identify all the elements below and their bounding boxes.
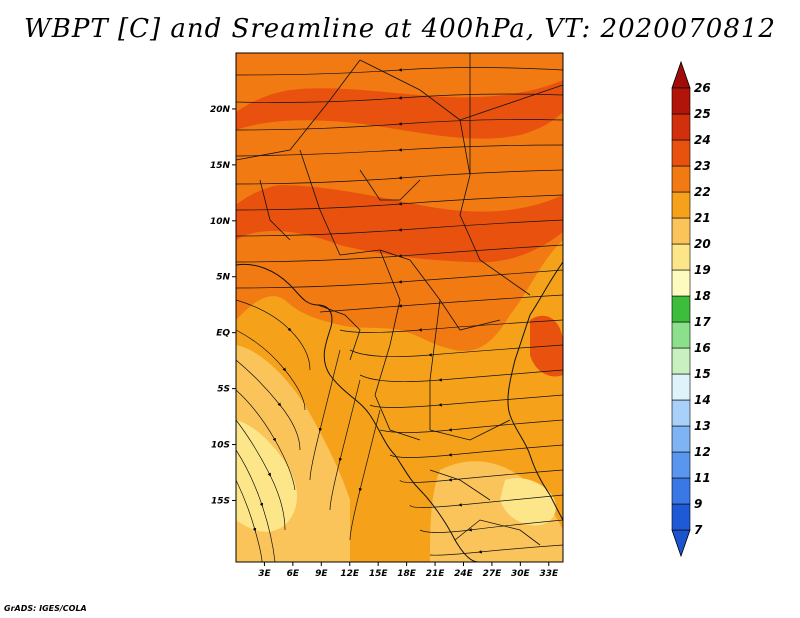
colorbar-label: 16	[694, 341, 711, 355]
colorbar-label: 17	[694, 315, 711, 329]
colorbar-label: 22	[694, 185, 711, 199]
colorbar-segment	[671, 503, 691, 531]
colorbar-segment	[671, 217, 691, 245]
colorbar-label: 25	[694, 107, 711, 121]
colorbar-cap-high	[671, 60, 691, 89]
colorbar-label: 20	[694, 237, 711, 251]
lon-tick-label: 33E	[539, 569, 559, 579]
colorbar-label: 24	[694, 133, 711, 147]
colorbar-segment	[671, 165, 691, 193]
temperature-field-19-20-east	[500, 478, 556, 526]
colorbar-label: 18	[694, 289, 711, 303]
colorbar-label: 12	[694, 445, 711, 459]
lat-tick-label: 10N	[210, 217, 231, 227]
colorbar-segment	[671, 425, 691, 453]
colorbar-label: 11	[694, 471, 711, 485]
colorbar-label: 23	[694, 159, 711, 173]
lon-tick-label: 6E	[287, 569, 300, 579]
lon-tick-label: 12E	[340, 569, 360, 579]
colorbar-cap-low	[671, 529, 691, 558]
colorbar-segment	[671, 191, 691, 219]
colorbar-segment	[671, 139, 691, 167]
lon-tick-label: 24E	[454, 569, 474, 579]
lat-tick-label: EQ	[216, 329, 230, 339]
colorbar-segment	[671, 477, 691, 505]
chart-title: WBPT [C] and Sreamline at 400hPa, VT: 20…	[24, 14, 776, 44]
lat-tick-label: 15S	[211, 496, 230, 506]
colorbar-segment	[671, 87, 691, 115]
lon-tick-label: 27E	[483, 569, 503, 579]
lat-tick-label: 15N	[210, 161, 231, 171]
colorbar-segment	[671, 295, 691, 323]
colorbar-label: 26	[694, 81, 711, 95]
coastline	[236, 263, 479, 562]
map-area	[236, 53, 563, 562]
colorbar: 7 9 11 12 13 14 15 16 17 18 19 20 21 22 23 24 25 26	[671, 60, 711, 558]
grads-credit: GrADS: IGES/COLA	[4, 604, 87, 613]
latitude-axis: 20N 15N 10N 5N EQ 5S 10S 15S	[210, 105, 236, 506]
colorbar-label: 13	[694, 419, 711, 433]
colorbar-label: 14	[694, 393, 711, 407]
lon-tick-label: 30E	[511, 569, 531, 579]
longitude-axis: 3E 6E 9E 12E 15E 18E 21E 24E 27E 30E 33E	[258, 562, 559, 579]
colorbar-segment	[671, 321, 691, 349]
colorbar-label: 19	[694, 263, 711, 277]
streamlines	[236, 67, 563, 562]
colorbar-segment	[671, 269, 691, 297]
coastline-east	[507, 261, 563, 521]
colorbar-label: 9	[694, 497, 702, 511]
colorbar-label: 7	[694, 523, 703, 537]
colorbar-segment	[671, 113, 691, 141]
colorbar-segment	[671, 399, 691, 427]
colorbar-segment	[671, 243, 691, 271]
temperature-field-19-20	[236, 420, 297, 532]
colorbar-label: 15	[694, 367, 711, 381]
lon-tick-label: 21E	[426, 569, 446, 579]
lat-tick-label: 5N	[216, 273, 230, 283]
country-borders	[236, 53, 563, 546]
map-frame	[235, 52, 564, 563]
colorbar-segment	[671, 373, 691, 401]
lat-tick-label: 5S	[217, 385, 230, 395]
lat-tick-label: 20N	[210, 105, 231, 115]
lon-tick-label: 18E	[397, 569, 417, 579]
temperature-field-23-24-north	[236, 80, 563, 139]
colorbar-segment	[671, 347, 691, 375]
colorbar-label: 21	[694, 211, 711, 225]
colorbar-segment	[671, 451, 691, 479]
lon-tick-label: 9E	[315, 569, 328, 579]
lat-tick-label: 10S	[211, 441, 230, 451]
lon-tick-label: 15E	[369, 569, 389, 579]
lon-tick-label: 3E	[258, 569, 271, 579]
